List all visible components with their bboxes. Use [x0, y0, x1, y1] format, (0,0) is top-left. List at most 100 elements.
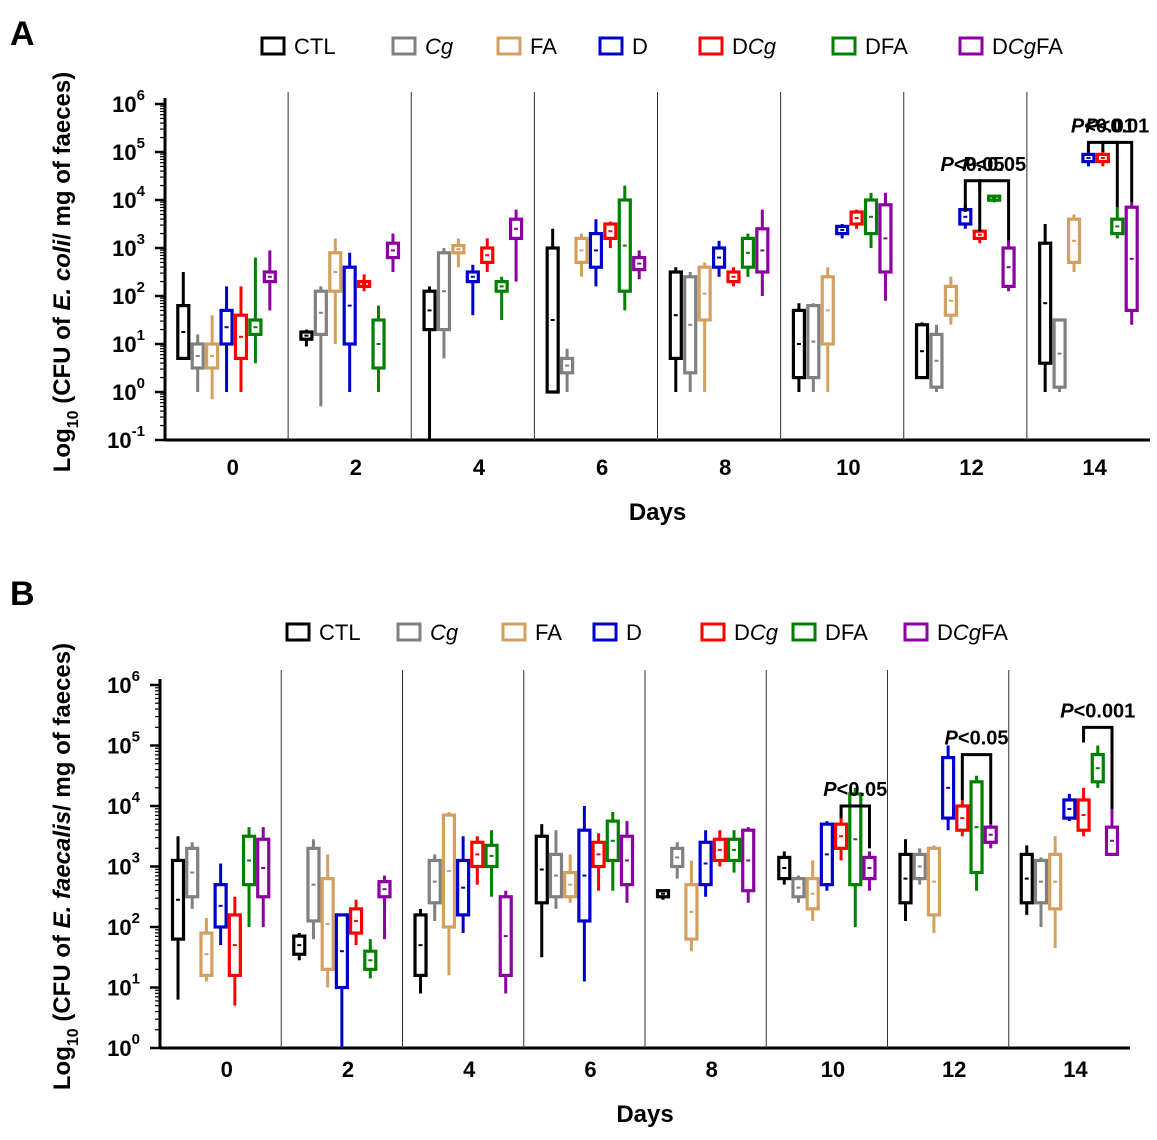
legend-swatch — [791, 622, 817, 642]
legend-label-part: CTL — [294, 34, 336, 59]
significance-bracket: P<0.05 — [941, 154, 1005, 232]
significance-bracket: P<0.05 — [962, 154, 1026, 241]
box-plot — [1076, 787, 1091, 837]
box-plot — [213, 863, 228, 946]
bracket-line — [978, 179, 1011, 241]
box-plot — [484, 830, 499, 897]
significance-label: P<0.05 — [941, 154, 1005, 176]
legend-label-part: Cg — [430, 620, 459, 645]
box-plot — [969, 775, 984, 891]
legend-label: D — [626, 620, 642, 645]
box-plot — [591, 833, 606, 891]
legend-label-part: CTL — [319, 620, 361, 645]
legend-label: FA — [535, 620, 562, 645]
box-plot — [427, 854, 442, 921]
box-plot — [806, 303, 821, 392]
sig-p: P — [823, 779, 837, 801]
legend-label-part: Cg — [748, 34, 777, 59]
box-plot — [698, 830, 713, 897]
legend-label: DCgFA — [937, 620, 1008, 645]
legend-label-part: Cg — [953, 620, 982, 645]
y-tick-base: 10 — [107, 734, 131, 759]
box-plot — [791, 303, 807, 392]
box-plot — [791, 875, 806, 903]
y-tick-label: 105 — [112, 135, 145, 165]
box-plot — [385, 233, 401, 272]
box-plot — [1062, 793, 1077, 822]
box-plot — [348, 899, 364, 946]
legend-label-part: DFA — [825, 620, 868, 645]
box-plot — [862, 851, 877, 891]
box-plot — [741, 827, 756, 903]
box-plot — [605, 812, 620, 891]
box-plot — [328, 238, 343, 344]
legend-swatch — [391, 36, 417, 56]
box-plot — [306, 839, 321, 940]
box-plot — [683, 272, 698, 392]
box-plot — [357, 274, 372, 292]
x-tick-label: 4 — [463, 1057, 476, 1082]
bracket-line — [1082, 725, 1114, 810]
box-plot — [227, 896, 242, 1006]
box-plot — [670, 842, 685, 879]
sig-p: P — [941, 154, 955, 176]
legend-swatch — [501, 622, 527, 642]
box-plot — [1110, 207, 1125, 239]
y-tick-base: 10 — [112, 140, 136, 165]
box-plot — [929, 324, 944, 392]
box-plot — [1048, 836, 1063, 949]
sig-value: <0.001 — [1074, 700, 1136, 722]
box-plot — [1038, 224, 1053, 392]
box-plot — [955, 799, 970, 837]
sig-value: <0.05 — [958, 728, 1009, 750]
legend-swatch — [698, 36, 724, 56]
y-title-part: / mg of faeces) — [49, 643, 76, 811]
y-title-italic: E. coli — [49, 238, 76, 310]
box-plot — [371, 305, 386, 392]
box-plot — [1019, 845, 1034, 915]
sig-p: P — [1060, 700, 1074, 722]
legend-swatch — [700, 622, 726, 642]
x-tick-label: 4 — [473, 455, 486, 480]
legend-label-part: D — [734, 620, 750, 645]
y-title-italic: E. faecalis — [49, 811, 76, 928]
box-plot — [334, 913, 349, 1048]
y-tick-base: 10 — [112, 92, 136, 117]
significance-label: P<0.01 — [1085, 115, 1149, 137]
significance-label: P<0.05 — [945, 728, 1009, 750]
box-plot — [617, 185, 632, 311]
x-tick-label: 2 — [350, 455, 362, 480]
box-plot — [1001, 240, 1016, 292]
legend-label-part: Cg — [1008, 34, 1037, 59]
box-plot — [987, 194, 1002, 203]
box-plot — [470, 836, 485, 885]
box-plot — [668, 267, 683, 392]
box-plot — [926, 845, 942, 934]
significance-bracket: P<0.01 — [1085, 115, 1149, 203]
box-plot — [1052, 318, 1067, 392]
legend-swatch — [598, 36, 624, 56]
significance-bracket: P<0.001 — [1060, 700, 1136, 810]
significance-label: P<0.05 — [962, 154, 1026, 176]
box-plot — [1095, 149, 1110, 167]
y-tick-label: 106 — [112, 87, 145, 117]
y-title-part: Log — [49, 428, 76, 472]
box-plot — [863, 192, 879, 248]
panel-letter: B — [10, 575, 35, 613]
box-plot — [577, 806, 592, 982]
box-plot — [941, 745, 956, 831]
x-tick-label: 10 — [821, 1057, 845, 1082]
box-plot — [898, 839, 913, 921]
box-plot — [256, 827, 271, 927]
significance-bracket: P<0.05 — [945, 728, 1009, 825]
y-axis-title: Log10 (CFU of E. coli/ mg of faeces) — [49, 72, 82, 473]
sig-value: <0.01 — [1099, 115, 1150, 137]
y-tick-exponent: 0 — [132, 1031, 140, 1048]
y-tick-base: 10 — [107, 428, 131, 453]
y-tick-label: 103 — [112, 231, 145, 261]
box-plot — [413, 908, 428, 994]
legend-label: Cg — [425, 34, 454, 59]
y-tick-base: 10 — [107, 915, 131, 940]
